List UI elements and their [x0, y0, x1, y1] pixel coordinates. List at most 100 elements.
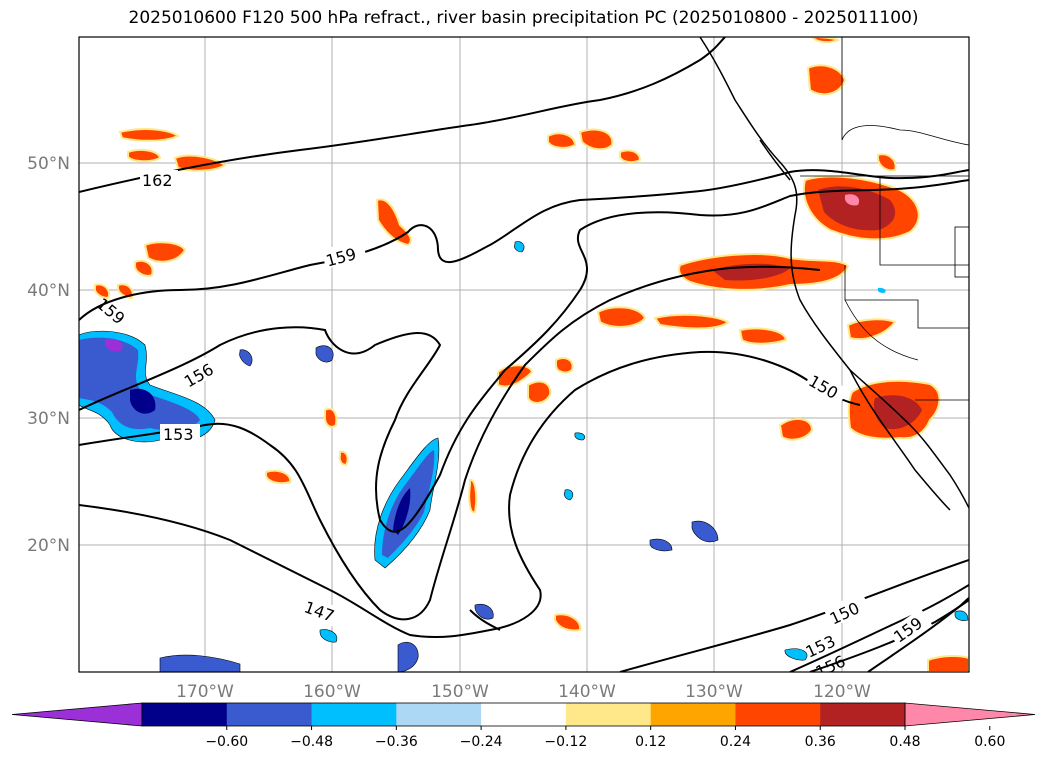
- pos-blob-1: [778, 418, 814, 441]
- lat-label-40: 40°N: [27, 281, 70, 301]
- colorbar-tick-label: −0.48: [290, 734, 333, 750]
- pos-blob-12: [619, 149, 642, 164]
- state-border-4: [954, 226, 969, 278]
- pos-blob-8: [555, 357, 574, 374]
- pos-blob-southwest-core: [873, 395, 922, 430]
- pos-blob-11: [578, 128, 614, 151]
- lat-label-50: 50°N: [27, 154, 70, 174]
- lon-label-150w: 150°W: [431, 682, 489, 702]
- pos-blob-25: [877, 153, 897, 172]
- colorbar-segment: [481, 703, 567, 726]
- neg-blob-small-1: [649, 538, 673, 552]
- pos-blob-27: [338, 450, 349, 467]
- pos-blob-15: [118, 128, 180, 142]
- state-border-2: [844, 265, 969, 329]
- state-border-3: [844, 299, 919, 361]
- pos-blob-16: [143, 241, 187, 263]
- colorbar-tick-label: 0.36: [805, 734, 836, 750]
- colorbar-segment: [565, 703, 652, 726]
- colorbar: −0.60 −0.48 −0.36 −0.24 −0.12 0.12 0.24 0.36 0.4…: [11, 702, 1036, 750]
- lon-label-120w: 120°W: [813, 682, 871, 702]
- lon-axis: 170°W 160°W 150°W 140°W 130°W 120°W: [176, 682, 871, 702]
- colorbar-segment: [226, 703, 313, 726]
- colorbar-extend-high: [904, 702, 1036, 727]
- pos-blob-9: [375, 198, 412, 247]
- neg-blob-west-core: [79, 337, 200, 431]
- pos-blob-21: [323, 407, 338, 428]
- colorbar-tick-label: −0.60: [205, 734, 248, 750]
- pos-blob-19: [117, 283, 134, 300]
- bc-islands: [759, 139, 791, 181]
- lon-label-160w: 160°W: [303, 682, 361, 702]
- neg-blob-west-peak: [105, 338, 123, 352]
- pos-blob-26: [927, 654, 969, 672]
- colorbar-segment: [396, 703, 482, 726]
- contour-label-153: 153: [163, 425, 194, 444]
- baja-coast: [849, 369, 951, 511]
- contour-159: [79, 169, 969, 321]
- pos-blob-4: [596, 306, 647, 328]
- north-america-coast: [699, 37, 969, 509]
- lat-label-20: 20°N: [27, 536, 70, 556]
- pos-blob-3: [653, 313, 730, 330]
- pos-blob-14: [127, 149, 162, 163]
- lon-label-130w: 130°W: [685, 682, 743, 702]
- colorbar-tick-label: 0.60: [974, 734, 1005, 750]
- pos-blob-18: [93, 283, 111, 300]
- colorbar-extend-low: [11, 702, 143, 727]
- colorbar-tick-label: −0.24: [460, 734, 503, 750]
- state-border-1: [879, 176, 969, 266]
- pos-blob-northwest-peak: [844, 194, 860, 206]
- colorbar-segment: [820, 703, 906, 726]
- neg-blob-small-10: [877, 287, 886, 293]
- neg-blob-south-1: [159, 654, 241, 672]
- colorbar-tick-label: −0.12: [544, 734, 587, 750]
- contour-147-seg: [469, 609, 501, 631]
- colorbar-tick-label: −0.36: [375, 734, 418, 750]
- colorbar-segment: [311, 703, 397, 726]
- colorbar-border: [141, 702, 906, 727]
- map-border: [78, 36, 970, 673]
- contour-150: [79, 350, 861, 639]
- contour-label-162: 162: [142, 171, 173, 190]
- neg-blob-central-deep: [393, 488, 411, 535]
- contour-159-south: [867, 597, 969, 672]
- positive-precip-areas: [93, 37, 969, 672]
- colorbar-tick-label: 0.48: [889, 734, 920, 750]
- pos-blob-17: [134, 259, 154, 277]
- contour-156: [79, 179, 969, 533]
- neg-blob-small-6: [563, 489, 574, 501]
- pos-blob-2: [738, 327, 788, 345]
- pos-blob-20: [265, 469, 292, 485]
- neg-blob-small-3: [239, 349, 253, 367]
- coastlines: [699, 37, 969, 511]
- neg-blob-small-5: [514, 241, 525, 253]
- contour-150-south: [619, 559, 969, 672]
- colorbar-segment: [650, 703, 736, 726]
- alaska-border: [841, 37, 969, 146]
- contour-153: [79, 265, 821, 621]
- pos-blob-northwest-core: [818, 186, 896, 231]
- neg-blob-west-deep: [130, 388, 156, 414]
- lon-label-170w: 170°W: [176, 682, 234, 702]
- contour-162: [79, 37, 726, 193]
- colorbar-tick-label: 0.12: [635, 734, 666, 750]
- neg-blob-small-2: [315, 345, 334, 363]
- pos-blob-7: [527, 380, 552, 404]
- colorbar-segment: [142, 703, 228, 726]
- pos-blob-24: [806, 64, 847, 96]
- pos-blob-10: [547, 132, 577, 149]
- lon-label-140w: 140°W: [558, 682, 616, 702]
- height-contours: [79, 37, 969, 672]
- neg-blob-small-4: [319, 629, 338, 643]
- neg-blob-small-8: [954, 610, 969, 621]
- colorbar-tick-label: 0.24: [720, 734, 751, 750]
- borders: [800, 37, 969, 401]
- pos-blob-23: [554, 613, 582, 632]
- chart-title: 2025010600 F120 500 hPa refract., river …: [128, 8, 919, 28]
- neg-blob-south-3: [474, 603, 494, 620]
- pos-blob-22: [468, 478, 478, 514]
- lat-label-30: 30°N: [27, 409, 70, 429]
- lat-axis: 50°N 40°N 30°N 20°N: [27, 154, 70, 556]
